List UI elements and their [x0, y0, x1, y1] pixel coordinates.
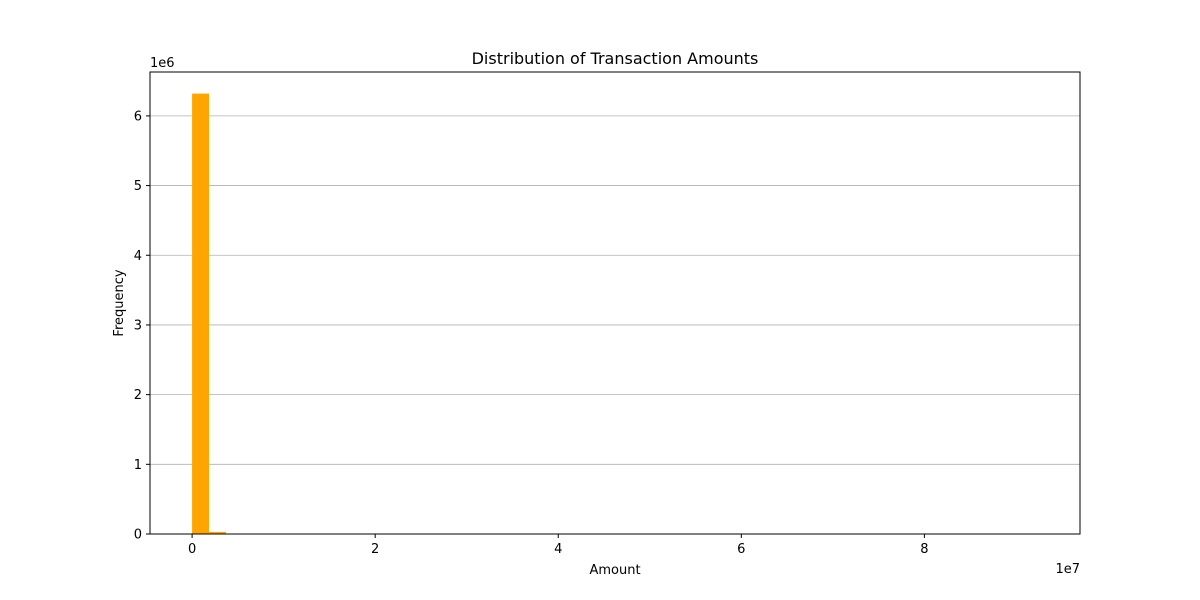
y-axis-offset-label: 1e6 [150, 56, 175, 71]
x-axis-offset-label: 1e7 [1055, 562, 1080, 577]
y-axis-title: Frequency [112, 269, 127, 336]
y-tick-label: 0 [134, 528, 142, 543]
y-tick-label: 2 [134, 388, 142, 403]
y-tick-label: 3 [134, 318, 142, 333]
histogram-bar [209, 531, 226, 534]
x-tick-label: 0 [188, 542, 196, 557]
bar-layer [192, 93, 260, 534]
grid-layer [150, 115, 1080, 465]
x-tick-label: 8 [920, 542, 928, 557]
y-tick-label: 6 [134, 109, 142, 124]
plot-frame [149, 71, 1081, 535]
tick-layer: 0 1 2 3 4 5 6 0 2 4 6 8 [134, 109, 929, 557]
y-tick-label: 5 [134, 179, 142, 194]
y-tick-label: 4 [134, 249, 142, 264]
y-tick-label: 1 [134, 458, 142, 473]
chart-title: Distribution of Transaction Amounts [472, 49, 759, 68]
x-tick-label: 4 [554, 542, 562, 557]
x-tick-label: 6 [737, 542, 745, 557]
histogram-bar [192, 93, 210, 534]
x-tick-label: 2 [371, 542, 379, 557]
x-axis-title: Amount [589, 563, 640, 578]
